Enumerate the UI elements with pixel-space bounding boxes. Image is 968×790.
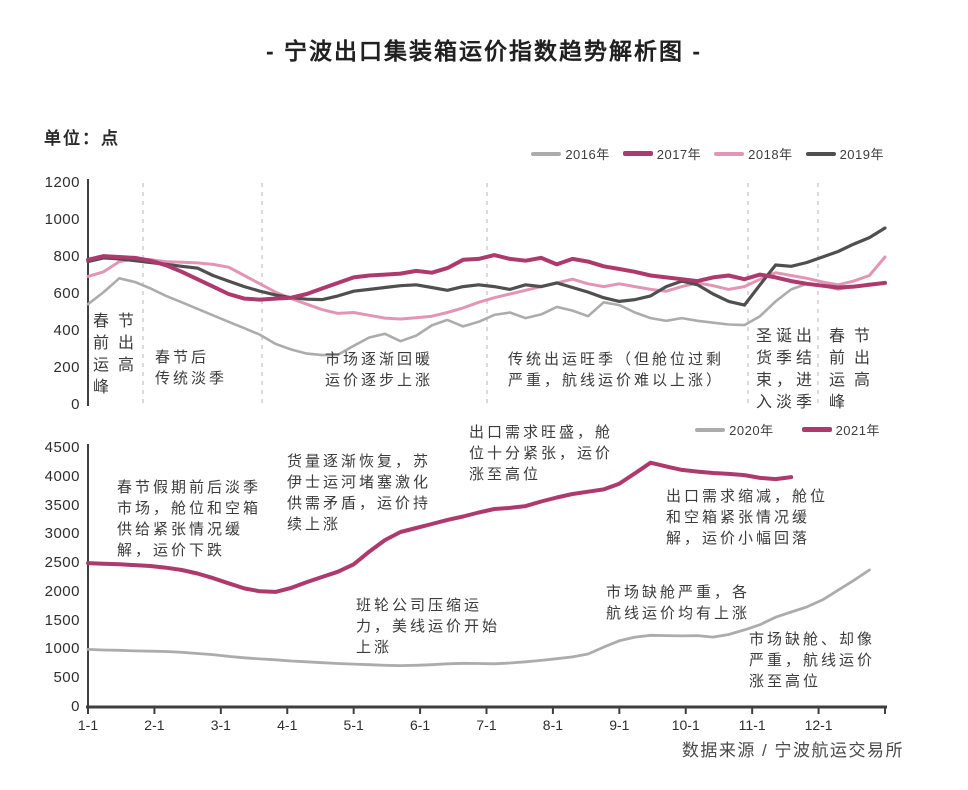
x-tick-label: 7-1 [476,717,497,733]
x-tick-label: 12-1 [804,717,833,733]
annotation: 春节假期前后淡季 市场，舱位和空箱 供给紧张情况缓 解，运价下跌 [117,479,262,559]
x-tick-label: 1-1 [77,717,99,733]
legend-top-years: 2016年 2017年 2018年 2019年 [531,144,884,163]
y-tick-label: 2000 [44,582,80,600]
y-tick-label: 4500 [44,439,80,456]
legend-label: 2016年 [565,147,610,162]
legend-label: 2017年 [656,147,702,162]
y-tick-label: 3500 [44,496,80,514]
y-tick-label: 1000 [44,211,80,228]
x-tick-label: 9-1 [609,717,630,733]
y-tick-label: 500 [53,669,80,687]
annotation: 市场缺舱、却像 严重，航线运价 涨至高位 [749,631,876,690]
legend-item-2019: 2019年 [805,144,884,163]
annotation: 春节 前出 运高 峰 [93,313,144,396]
series-line-2016 [86,276,887,357]
series-line-2017 [86,253,887,302]
legend-swatch [801,427,832,432]
legend-item-2017: 2017年 [622,144,702,163]
annotation: 春节 前出 运高 峰 [829,328,880,411]
series-line-2020 [86,568,871,667]
legend-label: 2020年 [729,423,774,438]
annotation: 班轮公司压缩运 力，美线运价开始 上涨 [356,597,501,656]
annotation: 春节后 传统淡季 [155,349,228,387]
legend-label: 2021年 [835,423,880,438]
y-tick-label: 0 [71,698,80,715]
legend-bottom-years: 2020年 2021年 [695,420,880,439]
annotation: 货量逐渐恢复，苏 伊士运河堵塞激化 供需矛盾，运价持 续上涨 [287,453,432,533]
x-tick-label: 4-1 [277,717,298,733]
page-title: - 宁波出口集装箱运价指数趋势解析图 - [265,38,703,64]
legend-label: 2018年 [748,147,793,162]
y-tick-label: 0 [71,396,80,413]
legend-item-2020: 2020年 [695,420,773,439]
legend-swatch [531,151,562,156]
legend-label: 2019年 [839,147,884,162]
unit-label: 单位：点 [44,129,120,148]
legend-item-2016: 2016年 [531,144,609,163]
y-tick-label: 800 [53,248,80,265]
annotation: 圣诞出 货季结 束，进 入淡季 [756,328,817,411]
y-tick-label: 1500 [44,611,80,629]
legend-item-2018: 2018年 [714,144,792,163]
x-tick-label: 5-1 [343,717,364,733]
legend-swatch [805,151,836,156]
legend-swatch [622,151,653,156]
legend-swatch [714,151,745,156]
legend-swatch [695,427,726,432]
annotation: 市场逐渐回暖 运价逐步上涨 [325,351,434,389]
series-line-2021 [86,460,794,594]
series-line-2019 [86,226,887,307]
source-credit: 数据来源 / 宁波航运交易所 [681,741,904,760]
legend-item-2021: 2021年 [801,420,880,439]
y-tick-label: 3000 [44,525,80,543]
annotation: 出口需求缩减，舱位 和空箱紧张情况缓 解，运价小幅回落 [666,488,829,547]
y-tick-label: 400 [53,322,80,339]
y-tick-label: 2500 [44,554,80,572]
x-tick-label: 2-1 [144,717,165,733]
x-tick-label: 3-1 [210,717,231,733]
annotation: 出口需求旺盛，舱 位十分紧张，运价 涨至高位 [469,424,614,483]
x-tick-label: 10-1 [671,717,700,733]
y-tick-label: 600 [53,285,80,302]
series-line-2018 [86,255,887,321]
y-tick-label: 1000 [44,640,80,658]
y-tick-label: 1200 [44,174,80,191]
y-tick-label: 200 [53,359,80,376]
y-tick-label: 4000 [44,467,80,485]
x-tick-label: 6-1 [409,717,431,733]
x-tick-label: 11-1 [738,717,766,733]
annotation: 传统出运旺季（但舱位过剩 严重，航线运价难以上涨） [508,351,725,389]
x-tick-label: 8-1 [542,717,564,733]
annotation: 市场缺舱严重，各 航线运价均有上涨 [606,584,751,622]
